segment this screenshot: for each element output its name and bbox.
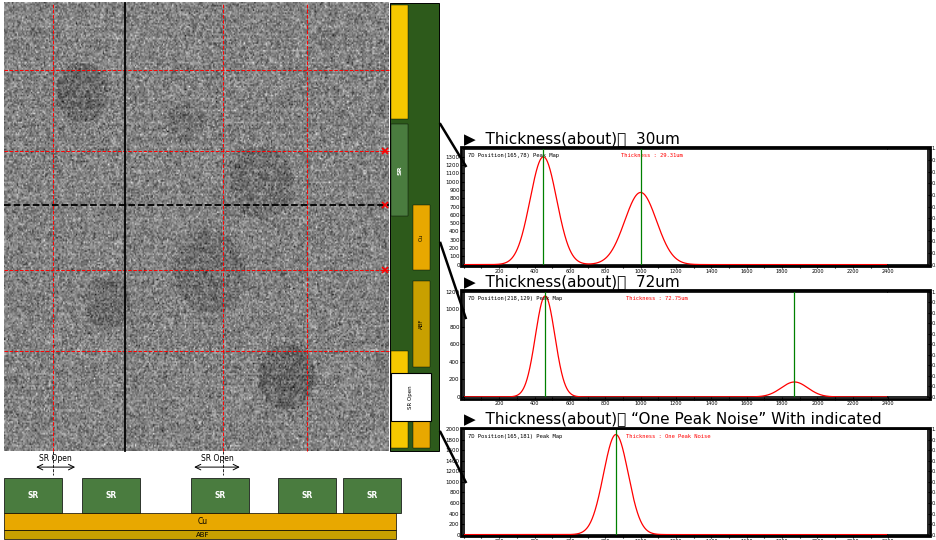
Text: Thickness : 72.75um: Thickness : 72.75um (625, 296, 687, 301)
Bar (5, 530, 396, 539)
Text: Cu: Cu (418, 234, 423, 241)
Bar (412, 205, 430, 270)
Text: SR Open: SR Open (39, 454, 72, 463)
Text: ▶  Thickness(about)：  72um: ▶ Thickness(about)： 72um (463, 274, 679, 289)
Text: Thickness : One Peak Noise: Thickness : One Peak Noise (625, 434, 709, 438)
Text: ▶  Thickness(about)：  30um: ▶ Thickness(about)： 30um (463, 131, 679, 146)
Text: SR Open: SR Open (408, 385, 413, 409)
Text: SR Open: SR Open (200, 454, 233, 463)
Bar (343, 478, 401, 513)
Bar (412, 281, 430, 367)
Text: SR: SR (214, 491, 226, 500)
Bar (5, 478, 62, 513)
Bar (390, 3, 439, 451)
Text: 7D Position(165,78) Peak Map: 7D Position(165,78) Peak Map (468, 153, 565, 158)
Bar (391, 351, 408, 448)
Text: Cu: Cu (197, 517, 208, 526)
Text: SR: SR (366, 491, 377, 500)
Text: ABF: ABF (196, 531, 209, 538)
Text: ABF: ABF (418, 319, 423, 329)
Text: SR: SR (301, 491, 313, 500)
Bar (82, 478, 140, 513)
Text: SR: SR (106, 491, 117, 500)
Text: Cu: Cu (418, 412, 423, 420)
Bar (391, 5, 408, 119)
Bar (0, 451, 445, 540)
Bar (5, 513, 396, 530)
Text: SR: SR (397, 165, 402, 175)
Text: Thickness : 29.31um: Thickness : 29.31um (621, 153, 681, 158)
Bar (191, 478, 249, 513)
Bar (391, 124, 408, 216)
Text: SR: SR (28, 491, 39, 500)
Text: ▶  Thickness(about)： “One Peak Noise” With indicated: ▶ Thickness(about)： “One Peak Noise” Wit… (463, 411, 881, 427)
Bar (412, 383, 430, 448)
Bar (278, 478, 336, 513)
Text: 7D Position(218,129) Peak Map: 7D Position(218,129) Peak Map (468, 296, 568, 301)
Bar (390, 373, 431, 421)
Text: 7D Position(165,181) Peak Map: 7D Position(165,181) Peak Map (468, 434, 568, 438)
